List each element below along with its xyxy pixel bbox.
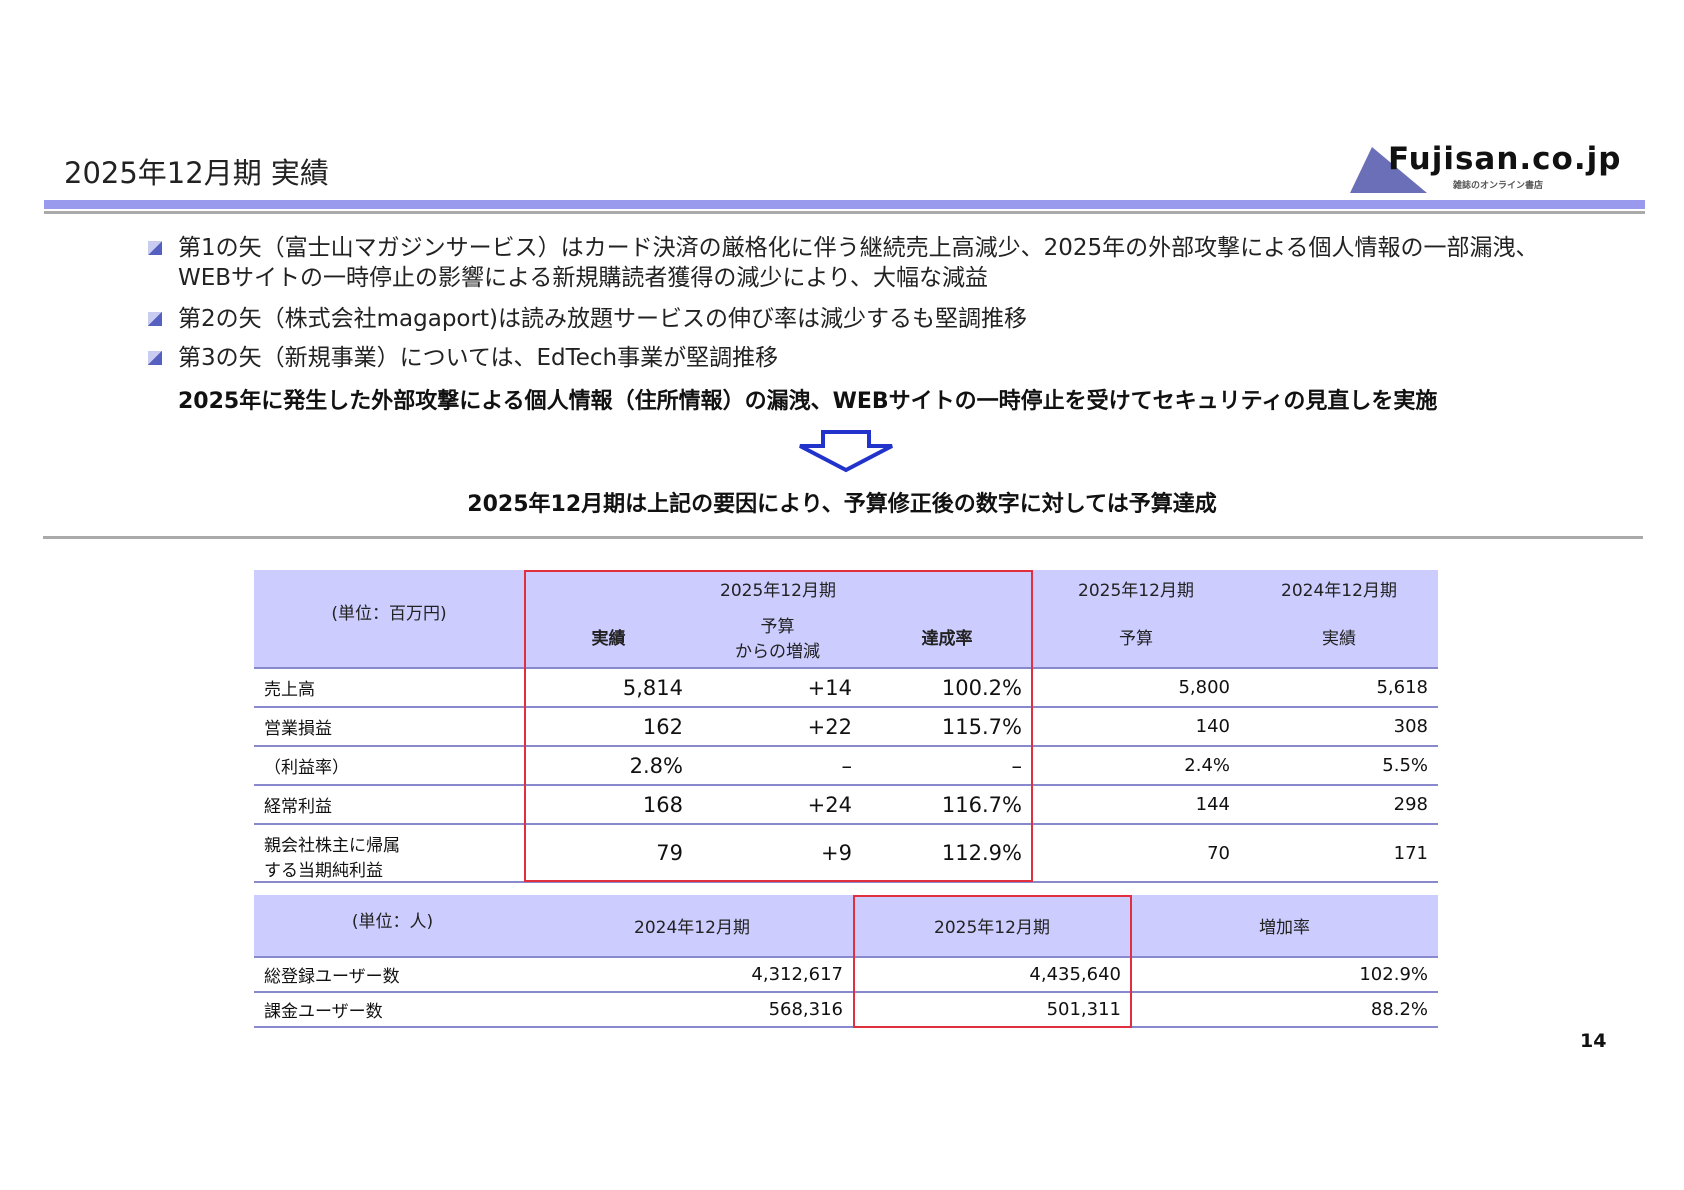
user-count-table: (単位：人) 2024年12月期 2025年12月期 増加率 総登録ユーザー数 … <box>254 895 1438 1028</box>
rate-value: 88.2% <box>1131 992 1438 1028</box>
logo-name: Fujisan.co.jp <box>1388 141 1622 177</box>
actual-value: 162 <box>524 707 693 747</box>
fujisan-logo: Fujisan.co.jp 雑誌のオンライン書店 <box>1350 141 1630 195</box>
row-label: 総登録ユーザー数 <box>254 957 531 993</box>
diff-value: +9 <box>693 824 862 883</box>
col-rate: 達成率 <box>862 606 1032 669</box>
unit-label: (単位：百万円) <box>254 570 524 669</box>
row-label: （利益率） <box>254 746 524 786</box>
prev-value: 298 <box>1240 785 1438 825</box>
budget-value: 2.4% <box>1032 746 1240 786</box>
header-divider <box>44 211 1645 214</box>
bullet-text: 第1の矢（富士山マガジンサービス）はカード決済の厳格化に伴う継続売上高減少、20… <box>178 235 1539 261</box>
header-accent-bar <box>44 200 1645 209</box>
unit-label: (単位：人) <box>254 895 531 958</box>
section-divider <box>43 536 1643 539</box>
budget-value: 140 <box>1032 707 1240 747</box>
table-row: 親会社株主に帰属 する当期純利益 79 +9 112.9% 70 171 <box>254 824 1438 883</box>
bullet-text: WEBサイトの一時停止の影響による新規購読者獲得の減少により、大幅な減益 <box>178 265 988 291</box>
row-label: 売上高 <box>254 668 524 708</box>
bullet-text: 第3の矢（新規事業）については、EdTech事業が堅調推移 <box>178 345 779 371</box>
rate-value: 116.7% <box>862 785 1032 825</box>
rate-value: 115.7% <box>862 707 1032 747</box>
diff-value: – <box>693 746 862 786</box>
security-note: 2025年に発生した外部攻撃による個人情報（住所情報）の漏洩、WEBサイトの一時… <box>178 389 1438 414</box>
row-label: 課金ユーザー数 <box>254 992 531 1028</box>
budget-value: 5,800 <box>1032 668 1240 708</box>
col-2024: 2024年12月期 <box>531 895 853 958</box>
prev-value: 308 <box>1240 707 1438 747</box>
rate-value: 112.9% <box>862 824 1032 883</box>
diff-value: +14 <box>693 668 862 708</box>
financial-results-table: (単位：百万円) 2025年12月期 2025年12月期 2024年12月期 実… <box>254 570 1438 883</box>
cur-value: 501,311 <box>853 992 1131 1028</box>
prev-value: 5,618 <box>1240 668 1438 708</box>
budget-value: 70 <box>1032 824 1240 883</box>
rate-value: 102.9% <box>1131 957 1438 993</box>
prev-value: 568,316 <box>531 992 853 1028</box>
summary-text: 2025年12月期は上記の要因により、予算修正後の数字に対しては予算達成 <box>467 492 1217 517</box>
col-budget-diff: 予算 からの増減 <box>693 606 862 669</box>
col-growth: 増加率 <box>1131 895 1438 958</box>
actual-value: 2.8% <box>524 746 693 786</box>
cur-value: 4,435,640 <box>853 957 1131 993</box>
budget-period-header: 2025年12月期 <box>1032 570 1240 606</box>
bullet-square-icon <box>148 312 162 326</box>
table-row: 営業損益 162 +22 115.7% 140 308 <box>254 707 1438 747</box>
bullet-text: 第2の矢（株式会社magaport)は読み放題サービスの伸び率は減少するも堅調推… <box>178 306 1027 332</box>
row-label: 親会社株主に帰属 する当期純利益 <box>254 824 524 883</box>
prev-period-header: 2024年12月期 <box>1240 570 1438 606</box>
budget-value: 144 <box>1032 785 1240 825</box>
table-row: 総登録ユーザー数 4,312,617 4,435,640 102.9% <box>254 957 1438 993</box>
col-budget: 予算 <box>1032 606 1240 669</box>
col-2025: 2025年12月期 <box>853 895 1131 958</box>
prev-value: 171 <box>1240 824 1438 883</box>
table-row: 経常利益 168 +24 116.7% 144 298 <box>254 785 1438 825</box>
rate-value: – <box>862 746 1032 786</box>
col-actual: 実績 <box>524 606 693 669</box>
diff-value: +24 <box>693 785 862 825</box>
diff-value: +22 <box>693 707 862 747</box>
table-row: （利益率） 2.8% – – 2.4% 5.5% <box>254 746 1438 786</box>
bullet-square-icon <box>148 241 162 255</box>
table-row: 売上高 5,814 +14 100.2% 5,800 5,618 <box>254 668 1438 708</box>
down-arrow-icon <box>799 430 893 473</box>
table-row: 課金ユーザー数 568,316 501,311 88.2% <box>254 992 1438 1028</box>
row-label: 経常利益 <box>254 785 524 825</box>
prev-value: 4,312,617 <box>531 957 853 993</box>
row-label: 営業損益 <box>254 707 524 747</box>
prev-value: 5.5% <box>1240 746 1438 786</box>
actual-value: 168 <box>524 785 693 825</box>
page-number: 14 <box>1580 1030 1607 1052</box>
rate-value: 100.2% <box>862 668 1032 708</box>
actual-value: 79 <box>524 824 693 883</box>
group-header: 2025年12月期 <box>524 570 1032 606</box>
page-title: 2025年12月期 実績 <box>64 156 329 190</box>
bullet-square-icon <box>148 351 162 365</box>
logo-mountain-icon <box>1350 147 1427 193</box>
actual-value: 5,814 <box>524 668 693 708</box>
col-prev-actual: 実績 <box>1240 606 1438 669</box>
logo-tagline: 雑誌のオンライン書店 <box>1453 181 1544 191</box>
